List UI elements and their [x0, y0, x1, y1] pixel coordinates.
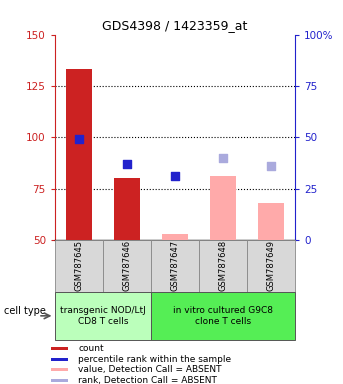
FancyBboxPatch shape [151, 240, 199, 292]
FancyBboxPatch shape [55, 292, 151, 340]
Text: value, Detection Call = ABSENT: value, Detection Call = ABSENT [78, 365, 222, 374]
Bar [258, 203, 284, 240]
Text: in vitro cultured G9C8
clone T cells: in vitro cultured G9C8 clone T cells [173, 306, 273, 326]
Text: count: count [78, 344, 104, 353]
Bar [162, 234, 188, 240]
Point [76, 136, 82, 142]
FancyBboxPatch shape [103, 240, 151, 292]
Text: percentile rank within the sample: percentile rank within the sample [78, 355, 231, 364]
Bar [114, 179, 140, 240]
Text: GSM787646: GSM787646 [122, 240, 131, 291]
Point [124, 161, 130, 167]
FancyBboxPatch shape [55, 240, 103, 292]
Point [172, 173, 178, 179]
FancyBboxPatch shape [151, 292, 295, 340]
FancyBboxPatch shape [247, 240, 295, 292]
Bar [51, 368, 68, 371]
Text: cell type: cell type [4, 306, 46, 316]
Title: GDS4398 / 1423359_at: GDS4398 / 1423359_at [102, 19, 248, 32]
Bar [210, 176, 236, 240]
Bar [51, 358, 68, 361]
Bar [51, 347, 68, 350]
Text: GSM787647: GSM787647 [170, 240, 179, 291]
Point [220, 155, 226, 161]
Text: GSM787649: GSM787649 [267, 240, 275, 291]
Text: transgenic NOD/LtJ
CD8 T cells: transgenic NOD/LtJ CD8 T cells [60, 306, 146, 326]
FancyBboxPatch shape [199, 240, 247, 292]
Bar [51, 379, 68, 382]
Text: GSM787645: GSM787645 [74, 240, 83, 291]
Text: GSM787648: GSM787648 [218, 240, 227, 291]
Bar [66, 70, 92, 240]
Point [268, 163, 274, 169]
Text: rank, Detection Call = ABSENT: rank, Detection Call = ABSENT [78, 376, 217, 384]
